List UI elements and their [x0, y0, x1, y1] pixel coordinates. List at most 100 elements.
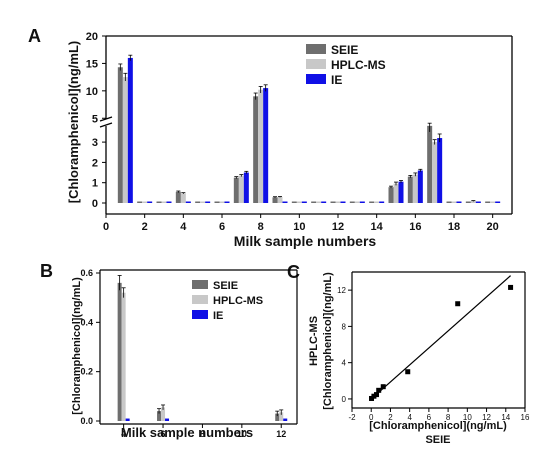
panel-a-bar [185, 201, 191, 203]
panel-a-x-tick-label: 18 [448, 221, 460, 233]
panel-a-bar [393, 183, 399, 203]
panel-c-data-point [371, 393, 377, 399]
panel-c-x-tick-label: 10 [463, 413, 472, 422]
panel-c-data-point [455, 301, 461, 307]
panel-a-bar [451, 201, 457, 203]
panel-b-bar [275, 413, 280, 421]
panel-label-b: B [40, 261, 53, 281]
panel-a-bar [238, 175, 244, 203]
panel-a-y-tick-label: 3 [92, 137, 98, 149]
panel-b-y-tick-label: 0.6 [80, 268, 93, 278]
panel-a-bar [475, 201, 481, 203]
panel-a-x-tick-label: 14 [371, 221, 384, 233]
panel-a-bar [142, 201, 148, 203]
panel-c-x-tick-label: 4 [407, 413, 412, 422]
panel-b-x-axis-title: Milk sample numbers [121, 425, 253, 440]
panel-a-bar [417, 170, 423, 203]
panel-c-data-point [374, 392, 380, 398]
panel-c-y-axis-title-2: HPLC-MS [308, 316, 320, 366]
panel-b-bar [157, 411, 162, 421]
panel-a-axis-break-mark [99, 116, 113, 122]
panel-c-x-tick-label: 12 [482, 413, 491, 422]
panel-b-legend-label: HPLC-MS [213, 295, 263, 307]
panel-b-legend-swatch [192, 310, 208, 319]
panel-b-x-tick-label: 6 [161, 429, 166, 439]
panel-a-bar [432, 142, 438, 203]
panel-a-bar [175, 191, 181, 203]
panel-a-bar [243, 172, 249, 203]
panel-b-legend-swatch [192, 295, 208, 304]
panel-a-bar [253, 96, 259, 203]
panel-a-bar [166, 201, 172, 203]
panel-a-x-tick-label: 10 [293, 221, 305, 233]
panel-a-bar [282, 201, 288, 203]
panel-b-bar [279, 412, 284, 421]
panel-label-c: C [287, 262, 300, 282]
panel-c-data-point [376, 387, 382, 393]
panel-c-x-tick-label: 6 [427, 413, 432, 422]
panel-a-bar [485, 201, 491, 203]
panel-b-y-axis-title: [Chloramphenicol](ng/mL) [71, 277, 83, 415]
panel-a-y-tick-label: 0 [92, 198, 98, 210]
panel-a-bar [495, 201, 501, 203]
panel-b-y-tick-label: 0.4 [80, 317, 93, 327]
panel-a-legend-swatch [306, 44, 326, 54]
panel-a-bar [388, 187, 394, 203]
panel-a-legend-label: HPLC-MS [331, 58, 386, 72]
panel-a-bar [490, 201, 496, 203]
panel-a-y-tick-label: 2 [92, 157, 98, 169]
panel-a-axis-break-gap [100, 119, 112, 126]
panel-c-x-tick-label: 2 [388, 413, 393, 422]
panel-a-bar [205, 201, 211, 203]
panel-b-x-tick-label: 4 [121, 429, 126, 439]
panel-a-bar [398, 181, 404, 203]
panel-a-bar [214, 201, 220, 203]
panel-a-y-tick-label: 15 [86, 58, 98, 70]
panel-a-bar [349, 201, 355, 203]
panel-a-bar [446, 201, 452, 203]
panel-a-bar [180, 193, 186, 203]
panel-a-y-tick-label: 10 [86, 86, 98, 98]
panel-a-bar [354, 201, 360, 203]
panel-a-bar [195, 201, 201, 203]
panel-a-bar [465, 201, 471, 203]
panel-c-x-tick-label: 16 [521, 413, 530, 422]
panel-a-x-tick-label: 0 [103, 221, 109, 233]
panel-a-bar [311, 201, 317, 203]
panel-c-y-tick-label: 0 [342, 395, 347, 404]
panel-b-legend-label: IE [213, 310, 223, 322]
panel-a-bar [379, 201, 385, 203]
panel-a-x-tick-label: 4 [180, 221, 187, 233]
panel-a-bar [335, 201, 341, 203]
panel-a-x-tick-label: 2 [142, 221, 148, 233]
panel-b-x-tick-label: 10 [237, 429, 247, 439]
panel-a-legend-label: IE [331, 73, 342, 87]
panel-b-chart: 0.0 0.2 0.4 0.6 4 6 8 10 12 SEIE HPLC-MS IE [80, 268, 298, 439]
panel-c-x-axis-title-2: SEIE [425, 434, 450, 446]
panel-c-x-tick-label: 14 [501, 413, 510, 422]
panel-a-x-tick-label: 20 [487, 221, 499, 233]
panel-a-bar [374, 201, 380, 203]
panel-b-bar [283, 418, 288, 421]
panel-a-bar [470, 200, 476, 203]
panel-b-bar [165, 418, 170, 421]
panel-a-bar [122, 77, 128, 203]
panel-a-bar [117, 67, 123, 204]
panel-c-x-axis-title: [Chloramphenicol](ng/mL) [369, 420, 507, 432]
panel-a-x-tick-label: 8 [258, 221, 264, 233]
panel-a-bar [456, 201, 462, 203]
panel-b-y-tick-label: 0.2 [80, 367, 93, 377]
panel-a-bar [437, 138, 443, 203]
panel-c-y-axis-title: [Chloramphenicol](ng/mL) [322, 272, 334, 410]
panel-a-bar [321, 201, 327, 203]
panel-a-x-tick-label: 12 [332, 221, 344, 233]
panel-a-bar [301, 201, 307, 203]
panel-a-bar [224, 201, 230, 203]
panel-a-bar [161, 201, 167, 203]
panel-b-x-tick-label: 12 [276, 429, 286, 439]
panel-a-bar [200, 201, 206, 203]
panel-a-x-axis-title: Milk sample numbers [234, 233, 377, 249]
panel-c-data-point [405, 369, 411, 375]
